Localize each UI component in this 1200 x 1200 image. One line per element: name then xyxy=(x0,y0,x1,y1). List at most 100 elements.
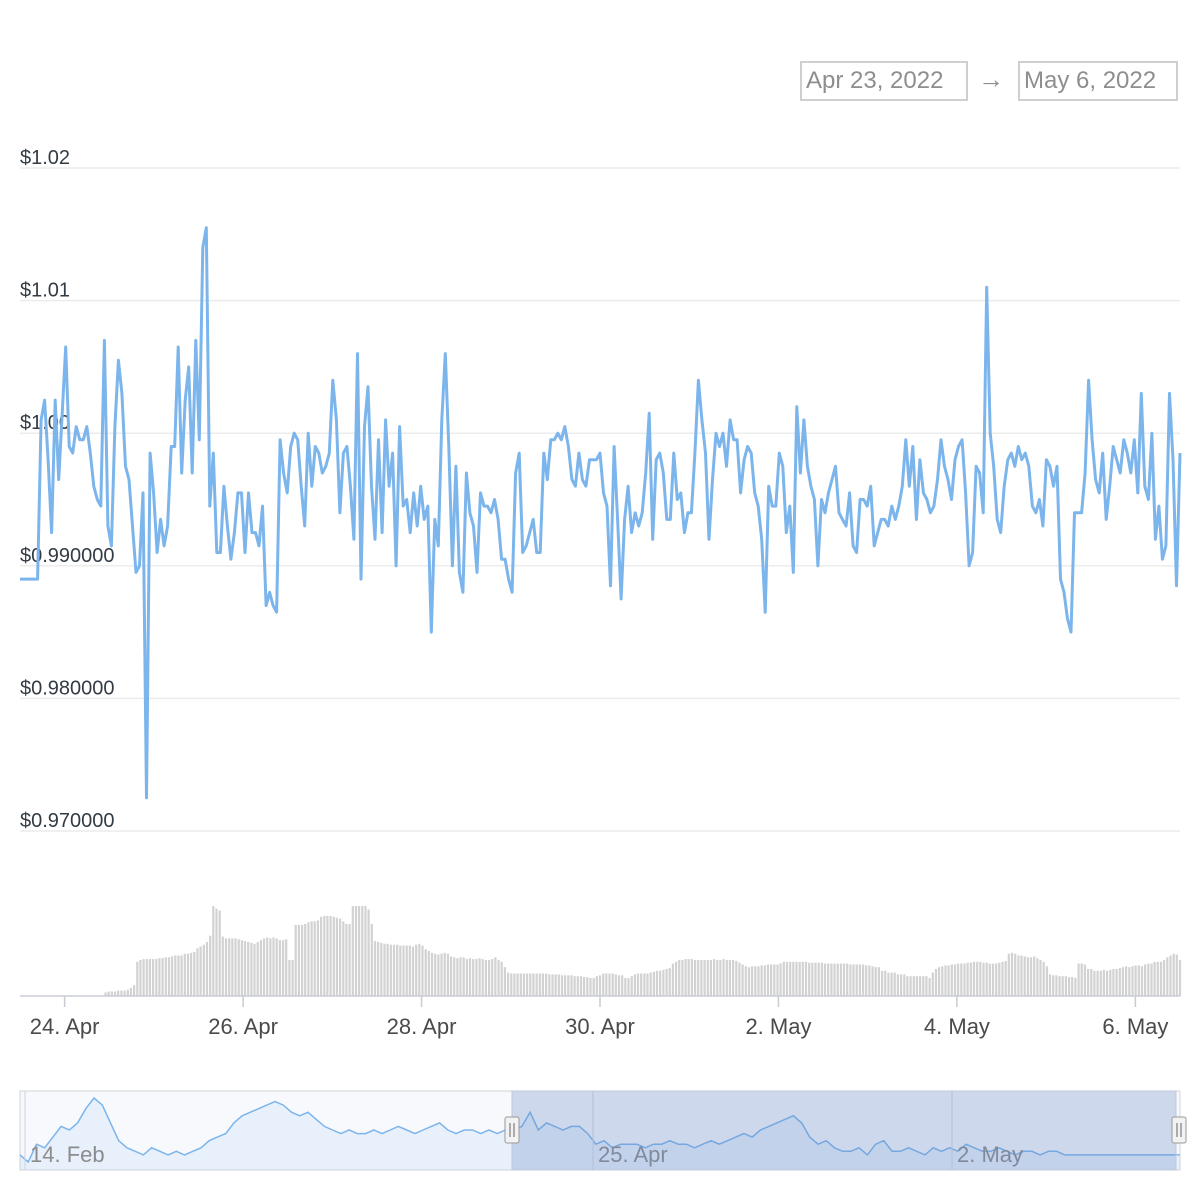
volume-bar xyxy=(1033,956,1036,996)
volume-bar xyxy=(671,963,675,996)
volume-bar xyxy=(985,962,988,996)
volume-bar xyxy=(655,970,659,996)
volume-bar xyxy=(110,991,114,996)
volume-bar xyxy=(484,960,488,996)
volume-bar xyxy=(180,955,183,996)
volume-bar xyxy=(757,966,760,996)
volume-bar xyxy=(741,964,744,996)
volume-bar xyxy=(725,960,728,996)
volume-bar xyxy=(877,967,881,996)
volume-bar xyxy=(814,962,817,996)
volume-bar xyxy=(1001,961,1004,996)
volume-bar xyxy=(1118,968,1121,996)
volume-bar xyxy=(1153,961,1156,996)
volume-bar xyxy=(148,959,152,996)
volume-bar xyxy=(301,924,304,996)
navigator-right-handle[interactable] xyxy=(1171,1116,1187,1144)
volume-bar xyxy=(190,952,193,996)
volume-bar xyxy=(668,968,671,996)
volume-bar xyxy=(944,965,947,996)
volume-bar xyxy=(979,961,982,996)
volume-bar xyxy=(243,941,247,996)
volume-bar xyxy=(700,960,703,996)
volume-bar xyxy=(1023,956,1026,996)
volume-bar xyxy=(849,964,852,996)
volume-bar xyxy=(789,961,792,996)
volume-bar xyxy=(1055,975,1058,996)
volume-bar xyxy=(744,966,747,996)
volume-bar xyxy=(199,946,202,996)
y-tick-label: $1.02 xyxy=(20,147,70,169)
volume-bar xyxy=(554,974,557,996)
volume-bar xyxy=(722,959,725,996)
volume-bar xyxy=(751,966,754,996)
navigator-left-handle[interactable] xyxy=(504,1116,520,1144)
volume-bar xyxy=(468,958,472,996)
volume-bar xyxy=(881,970,884,996)
volume-bar xyxy=(564,975,567,996)
range-from-input[interactable]: Apr 23, 2022 xyxy=(800,61,968,101)
volume-bar xyxy=(142,959,145,996)
volume-bar xyxy=(608,973,611,996)
volume-bar xyxy=(995,963,998,996)
volume-bar xyxy=(370,924,373,996)
navigator-line xyxy=(19,1096,1180,1164)
volume-bar xyxy=(1071,977,1074,996)
volume-bar xyxy=(1083,964,1087,996)
volume-bar xyxy=(953,964,957,996)
volume-bar xyxy=(120,990,123,996)
volume-bar xyxy=(155,959,158,996)
volume-bar xyxy=(947,965,950,996)
volume-bar xyxy=(354,906,358,996)
volume-bar xyxy=(339,918,342,996)
volume-bar xyxy=(256,942,259,996)
volume-bar xyxy=(453,957,456,996)
volume-bar xyxy=(931,972,934,996)
navigator[interactable]: 14. Feb 25. Apr 2. May xyxy=(19,1090,1187,1171)
volume-bar xyxy=(991,963,995,996)
volume-bar xyxy=(716,960,719,996)
volume-bar xyxy=(941,966,944,996)
volume-bar xyxy=(472,959,475,996)
volume-bar xyxy=(706,960,709,996)
volume-bar xyxy=(1169,955,1172,996)
volume-bar xyxy=(202,944,205,996)
volume-bar xyxy=(998,962,1001,996)
volume-bar xyxy=(174,955,177,996)
volume-bar xyxy=(719,960,722,996)
volume-bar xyxy=(297,924,301,996)
volume-bar xyxy=(643,973,646,996)
volume-bar xyxy=(649,972,652,996)
volume-bar xyxy=(614,974,617,996)
volume-bar xyxy=(186,953,190,996)
volume-bar xyxy=(928,978,931,996)
volume-bar xyxy=(915,976,919,996)
x-tick-label: 28. Apr xyxy=(387,1014,457,1039)
volume-bar xyxy=(665,969,668,996)
volume-bar xyxy=(288,960,291,996)
volume-bar xyxy=(865,965,868,996)
y-tick-label: $0.970000 xyxy=(20,810,115,832)
volume-bar xyxy=(196,948,199,996)
volume-bar xyxy=(804,961,808,996)
volume-bar xyxy=(567,975,570,996)
volume-bar xyxy=(1004,960,1007,996)
volume-bar xyxy=(811,962,814,996)
volume-bar xyxy=(427,951,430,996)
range-to-input[interactable]: May 6, 2022 xyxy=(1018,61,1178,101)
volume-bar xyxy=(345,924,348,996)
navigator-selected-range[interactable] xyxy=(511,1090,1177,1171)
volume-bar xyxy=(205,942,209,996)
volume-bar xyxy=(633,974,637,996)
volume-bar xyxy=(624,978,627,996)
volume-bar xyxy=(500,961,503,996)
volume-bar xyxy=(304,924,307,996)
volume-bar xyxy=(266,937,269,996)
volume-bar xyxy=(291,960,294,996)
volume-bar xyxy=(411,946,415,996)
volume-bar xyxy=(576,976,579,996)
volume-bar xyxy=(893,972,896,996)
volume-bar xyxy=(117,990,120,996)
volume-bar xyxy=(183,953,186,996)
volume-bar xyxy=(522,973,526,996)
